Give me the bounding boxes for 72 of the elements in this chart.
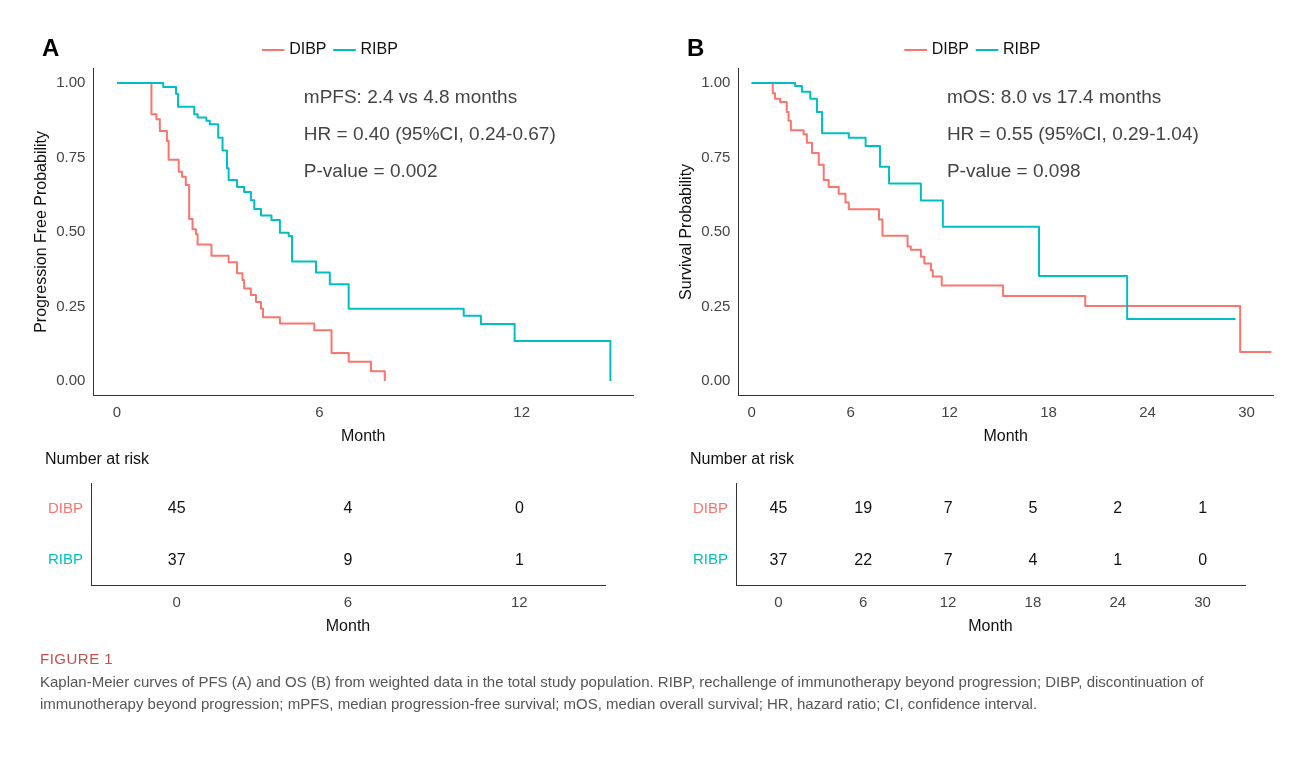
- annotation: HR = 0.40 (95%CI, 0.24-0.67): [303, 123, 556, 145]
- data-label: 22: [854, 550, 873, 568]
- x-tick-label: 6: [859, 592, 868, 610]
- x-tick-label: 30: [1238, 402, 1255, 420]
- data-label: 0: [514, 499, 524, 517]
- x-tick-label: 6: [343, 592, 353, 610]
- annotation: P-value = 0.002: [303, 160, 438, 182]
- y-tick-label: 0.00: [701, 371, 731, 389]
- y-tick-label: DIBP: [692, 498, 729, 516]
- x-tick-label: 0: [774, 592, 783, 610]
- y-tick-label: 0.50: [701, 222, 731, 240]
- y-tick-label: RIBP: [692, 550, 729, 568]
- y-tick-label: 0.00: [56, 371, 86, 389]
- x-tick-label: 12: [510, 592, 528, 610]
- annotation: P-value = 0.098: [946, 160, 1081, 182]
- data-label: 5: [1028, 499, 1038, 517]
- x-tick-label: 0: [112, 402, 122, 420]
- data-label: 1: [1113, 550, 1123, 568]
- y-tick-label: DIBP: [47, 498, 84, 516]
- legend-label: RIBP: [360, 40, 398, 58]
- chart-title: B: [687, 34, 705, 62]
- data-label: 9: [343, 550, 353, 568]
- data-label: 45: [769, 499, 788, 517]
- annotation: mPFS: 2.4 vs 4.8 months: [303, 86, 518, 108]
- x-tick-label: 6: [846, 402, 855, 420]
- x-tick-label: 12: [941, 402, 958, 420]
- y-tick-label: 1.00: [701, 73, 731, 91]
- text: FIGURE 1: [40, 650, 115, 667]
- y-tick-label: 0.75: [56, 147, 86, 165]
- x-tick-label: 12: [513, 402, 531, 420]
- y-tick-label: RIBP: [47, 550, 84, 568]
- x-tick-label: 0: [172, 592, 181, 610]
- annotation: mOS: 8.0 vs 17.4 months: [946, 86, 1162, 108]
- y-tick-label: 1.00: [56, 73, 86, 91]
- y-axis-title: Survival Probability: [677, 163, 695, 300]
- legend-label: DIBP: [289, 40, 327, 58]
- y-tick-label: 0.50: [56, 222, 86, 240]
- y-tick-label: 0.75: [701, 147, 731, 165]
- x-tick-label: 18: [1040, 402, 1057, 420]
- data-label: 1: [514, 550, 524, 568]
- y-axis-title: Progression Free Probability: [32, 130, 50, 333]
- data-label: 45: [167, 499, 186, 517]
- data-label: 4: [343, 499, 353, 517]
- data-label: 19: [854, 499, 873, 517]
- data-label: 1: [1198, 499, 1208, 517]
- x-axis-title: Month: [968, 616, 1013, 634]
- data-label: 7: [943, 499, 953, 517]
- x-tick-label: 18: [1024, 592, 1042, 610]
- x-tick-label: 0: [747, 402, 756, 420]
- text: Kaplan-Meier curves of PFS (A) and OS (B) from weighted data in the total study population. RIBP, rechallenge of immunotherapy beyond progression; DIBP, discontinuation of immunotherapy beyond progression; mPFS, median progression-free survival; mOS, median overall survival; HR, hazard ratio; CI, confidence interval.: [40, 672, 1205, 714]
- x-tick-label: 30: [1194, 592, 1211, 610]
- chart-title: Number at risk: [45, 450, 151, 468]
- data-label: 4: [1028, 550, 1038, 568]
- y-tick-label: 0.25: [56, 296, 86, 314]
- data-label: 37: [167, 550, 186, 568]
- x-tick-label: 24: [1109, 592, 1127, 610]
- x-tick-label: 6: [315, 402, 324, 420]
- legend-label: DIBP: [931, 40, 969, 58]
- annotation: HR = 0.55 (95%CI, 0.29-1.04): [946, 123, 1199, 145]
- x-axis-title: Month: [340, 426, 386, 444]
- data-label: 37: [769, 550, 788, 568]
- x-tick-label: 24: [1139, 402, 1156, 420]
- data-label: 0: [1198, 550, 1208, 568]
- x-axis-title: Month: [983, 426, 1028, 444]
- legend-label: RIBP: [1003, 40, 1041, 58]
- chart-title: A: [42, 34, 60, 62]
- y-tick-label: 0.25: [701, 296, 731, 314]
- data-label: 7: [943, 550, 953, 568]
- x-tick-label: 12: [939, 592, 957, 610]
- chart-title: Number at risk: [690, 450, 796, 468]
- data-label: 2: [1113, 499, 1123, 517]
- x-axis-title: Month: [325, 616, 371, 634]
